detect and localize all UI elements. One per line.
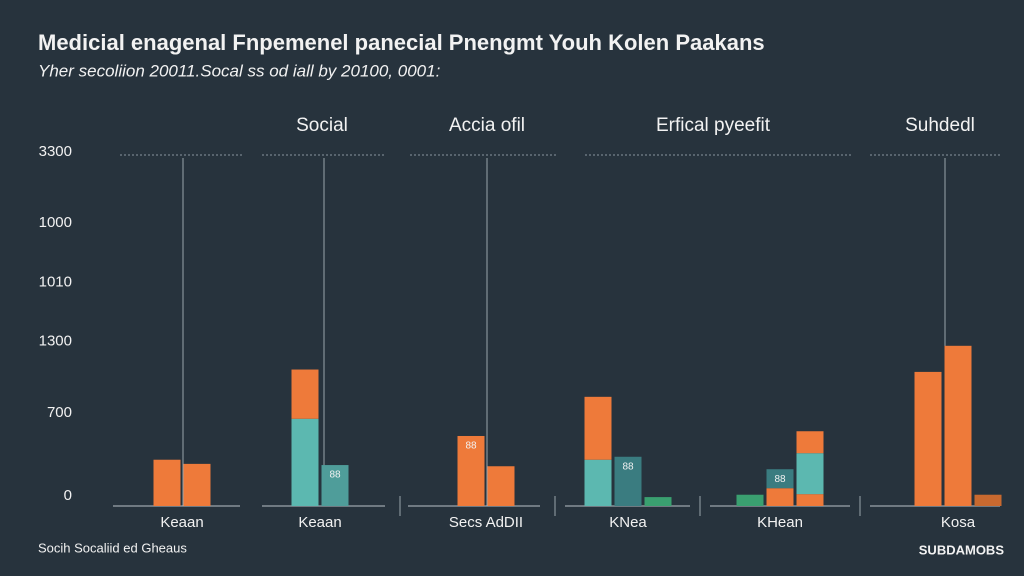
y-tick-label: 3300	[39, 143, 72, 160]
guides	[182, 158, 946, 516]
bar-segment	[153, 459, 181, 506]
bar-segment	[944, 345, 972, 506]
panel-header: Suhdedl	[905, 115, 975, 136]
bar-segment	[796, 494, 824, 506]
footer-left: Socih Socaliid ed Gheaus	[38, 540, 187, 555]
bar-segment	[796, 431, 824, 454]
x-tick-label: KNea	[609, 514, 647, 531]
x-tick-label: Keaan	[298, 514, 341, 531]
bar-label: 88	[774, 474, 786, 485]
bar-segment	[974, 494, 1002, 506]
bar-segment	[291, 369, 319, 419]
footer-right: SUBDAMOBS	[919, 542, 1005, 557]
bar-segment	[766, 488, 794, 506]
x-tick-label: KHean	[757, 514, 803, 531]
bar-segment	[796, 453, 824, 495]
y-tick-label: 700	[47, 404, 72, 421]
x-tick-label: Secs AdDII	[449, 514, 523, 531]
chart-subtitle: Yher secoliion 20011.Socal ss od iall by…	[38, 61, 441, 80]
panel-header: Erfical pyeefit	[656, 115, 771, 136]
chart-title: Medicial enagenal Fnpemenel panecial Pne…	[38, 30, 765, 55]
x-tick-label: Keaan	[160, 514, 203, 531]
bar-segment	[736, 494, 764, 506]
y-tick-label: 1000	[39, 214, 72, 231]
bar-segment	[321, 465, 349, 506]
y-tick-label: 1300	[39, 333, 72, 350]
bar-segment	[291, 418, 319, 506]
bar-label: 88	[465, 441, 477, 452]
bar-segment	[644, 497, 672, 506]
bar-segment	[487, 466, 515, 506]
y-tick-label: 0	[64, 487, 72, 504]
bar-segment	[766, 469, 794, 489]
bar-segment	[584, 459, 612, 506]
bar-segment	[614, 456, 642, 506]
y-tick-label: 1010	[39, 273, 72, 290]
bar-label: 88	[622, 461, 634, 472]
panel-header: Accia ofil	[449, 115, 525, 136]
bar-label: 88	[329, 470, 341, 481]
x-tick-label: Kosa	[941, 514, 976, 531]
bar-segment	[914, 371, 942, 506]
bar-segment	[183, 463, 211, 506]
panel-header: Social	[296, 115, 348, 136]
bar-segment	[584, 396, 612, 460]
bar-segment	[457, 435, 485, 506]
